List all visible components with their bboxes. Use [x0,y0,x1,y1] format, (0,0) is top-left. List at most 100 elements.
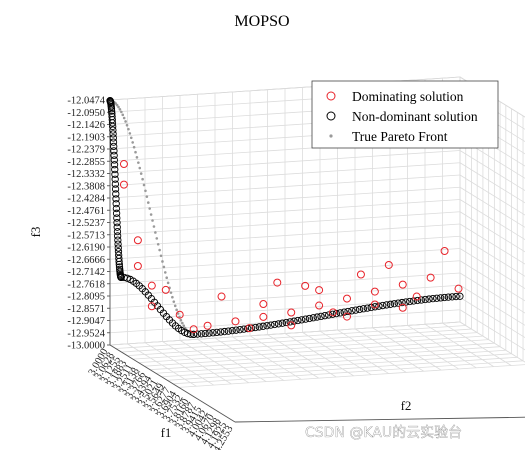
non-dominant-point [325,311,333,319]
true-pareto-point [181,321,184,325]
true-pareto-point [171,295,174,299]
non-dominant-point [436,294,445,302]
dominating-point [412,292,421,301]
non-dominant-point [113,223,121,231]
dominating-point [119,160,128,169]
true-pareto-point [148,207,151,210]
non-dominant-point [115,260,123,269]
f2-axis-line [234,416,525,423]
non-dominant-point [111,170,119,178]
non-dominant-point [113,232,122,240]
true-pareto-point [445,296,448,299]
non-dominant-point [111,165,119,174]
dominating-point [301,281,310,290]
f3-tick-label: -12.8095 [67,292,105,303]
non-dominant-point [108,119,117,127]
non-dominant-point [255,323,263,331]
dominating-point [259,300,268,309]
dominating-series [119,160,463,334]
dominating-point [440,246,449,255]
f3-tick-label: -12.4761 [67,206,105,217]
f3-tick-label: -12.9047 [67,316,105,327]
floor-gridline [150,346,501,371]
true-pareto-point [146,201,150,204]
non-dominant-point [359,305,368,313]
true-pareto-point [158,248,161,252]
non-dominant-point [336,309,344,317]
non-dominant-point [363,304,371,312]
f3-gridline-side [459,284,525,326]
dominating-point [245,324,254,333]
floor-gridline [138,339,489,364]
f3-tick-label: -12.0950 [67,108,105,119]
true-pareto-point [169,291,173,294]
non-dominant-point [286,318,294,326]
non-dominant-point [406,297,414,306]
non-dominant-point [444,293,452,301]
floor-gridline [132,335,483,360]
non-dominant-point [456,292,464,300]
f3-gridline-side [459,260,525,302]
true-pareto-point [142,183,146,187]
non-dominant-point [228,327,236,335]
dominating-point [342,312,351,321]
f3-tick-label: -12.6666 [67,255,105,266]
non-dominant-point [440,293,449,302]
non-dominant-point [110,156,118,164]
f3-tick-label: -12.0474 [67,96,105,107]
non-dominant-point [109,126,117,134]
non-dominant-point [193,330,202,338]
non-dominant-point [240,325,248,333]
non-dominant-point [112,209,121,217]
true-pareto-point [135,156,139,159]
floor-gridline [115,325,466,349]
true-pareto-point [165,276,169,279]
non-dominant-point [344,307,352,316]
non-dominant-point [108,110,116,118]
true-pareto-point [144,189,147,193]
true-pareto-point [152,225,156,228]
non-dominant-point [313,313,321,321]
non-dominant-point [301,315,310,323]
dominating-point [329,308,338,317]
dominating-point [356,270,365,279]
non-dominant-point [290,317,298,325]
f3-tick-label: -12.9524 [67,328,105,339]
f3-gridline-side [459,272,525,314]
dominating-point [133,262,142,271]
floor-gridline [172,360,524,385]
floor-gridline [121,328,472,353]
true-pareto-point [145,195,149,198]
x-axis-label: f1 [161,425,172,440]
non-dominant-point [452,292,460,301]
non-dominant-point [112,204,121,213]
non-dominant-point [402,298,410,306]
true-pareto-point [173,304,177,308]
non-dominant-point [112,200,120,208]
dominating-point [119,180,128,189]
non-dominant-point [217,328,225,336]
true-pareto-point [137,161,140,164]
f3-tick-label: -12.3808 [67,181,105,192]
f3-tick-label: -12.4284 [67,194,105,205]
non-dominant-point [114,240,122,248]
non-dominant-point [114,244,122,252]
f3-gridline-side [459,223,525,265]
non-dominant-point [113,219,121,227]
f3-gridline-side [459,186,525,228]
f3-tick-label: -12.2379 [67,145,105,156]
non-dominant-point [220,327,229,336]
non-dominant-point [421,295,429,304]
true-pareto-point [151,219,154,222]
f3-tick-label: -12.2855 [67,157,105,168]
legend-marker-non-dominant [326,111,336,121]
non-dominant-point [113,227,122,236]
non-dominant-point [394,299,402,307]
y-axis-label: f2 [401,398,412,413]
non-dominant-point [251,323,260,332]
f3-tick-label: -12.1903 [67,132,105,143]
true-pareto-point [117,105,120,109]
non-dominant-point [236,326,244,334]
non-dominant-point [113,214,121,222]
